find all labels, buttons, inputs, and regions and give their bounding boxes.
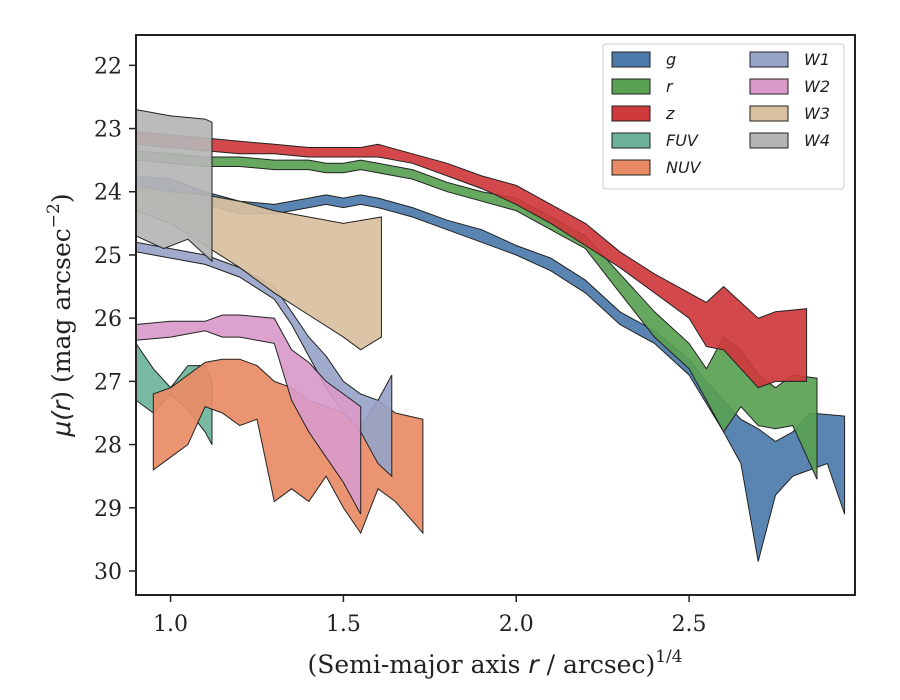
legend-swatch-w3: [749, 105, 789, 122]
series-layer: [136, 109, 846, 562]
legend-label-g: g: [666, 50, 676, 69]
legend-label-w1: W1: [804, 50, 830, 69]
y-tick-label: 30: [94, 560, 122, 585]
series-band-z: [136, 131, 808, 389]
y-tick-label: 28: [94, 434, 122, 459]
legend-label-w2: W2: [804, 77, 830, 96]
legend-label-z: z: [665, 104, 675, 123]
legend-swatch-w1: [749, 51, 789, 68]
y-tick-label: 25: [94, 244, 122, 269]
plot-frame: [135, 34, 856, 596]
y-tick-label: 22: [94, 54, 122, 79]
y-tick-label: 23: [94, 118, 122, 143]
legend-swatch-z: [611, 105, 651, 122]
legend-swatch-w2: [749, 78, 789, 95]
series-band-w4: [136, 109, 213, 263]
x-axis-ticks: 1.0 1.5 2.0 2.5: [153, 595, 707, 637]
y-axis-label: μ(r) (mag arcsec−2): [44, 193, 76, 437]
legend-swatch-w4: [749, 132, 789, 149]
y-axis-ticks: 22 23 24 25 26 27 28 29 30: [94, 54, 136, 585]
x-tick-label: 2.0: [499, 612, 534, 637]
legend-label-r: r: [666, 77, 674, 96]
legend-items: grz FUV NUV W1 W2 W3 W4: [611, 50, 830, 177]
legend-label-nuv: NUV: [666, 158, 702, 177]
legend-swatch-r: [611, 78, 651, 95]
y-tick-label: 26: [94, 307, 122, 332]
x-tick-label: 1.0: [153, 612, 188, 637]
legend: grz FUV NUV W1 W2 W3 W4: [602, 43, 845, 190]
y-tick-label: 29: [94, 497, 122, 522]
legend-label-w3: W3: [804, 104, 830, 123]
y-tick-label: 24: [94, 181, 122, 206]
x-axis-label: (Semi-major axis r / arcsec)1/4: [307, 647, 682, 679]
legend-swatch-fuv: [611, 132, 651, 149]
legend-label-fuv: FUV: [666, 131, 699, 150]
series-band-w2: [136, 314, 362, 515]
x-tick-label: 2.5: [672, 612, 707, 637]
legend-label-w4: W4: [804, 131, 830, 150]
legend-swatch-g: [611, 51, 651, 68]
series-band-g: [136, 175, 846, 562]
series-band-r: [136, 150, 818, 480]
legend-swatch-nuv: [611, 159, 651, 176]
y-tick-label: 27: [94, 370, 122, 395]
x-tick-label: 1.5: [326, 612, 361, 637]
